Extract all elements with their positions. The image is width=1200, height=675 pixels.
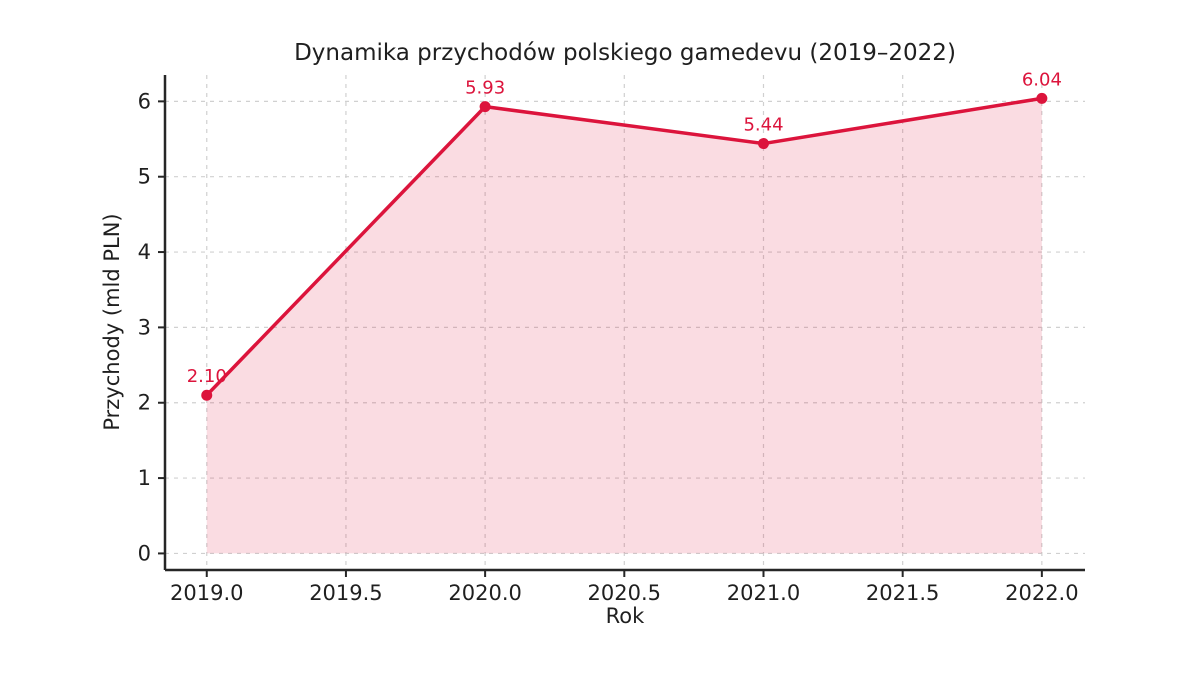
data-point [201, 389, 213, 401]
data-point [1036, 92, 1048, 104]
y-tick-label: 5 [138, 165, 151, 189]
y-tick-label: 6 [138, 89, 151, 113]
y-tick-label: 0 [138, 541, 151, 565]
x-tick-label: 2020.0 [448, 581, 521, 605]
data-point-label: 6.04 [1022, 69, 1062, 90]
area-fill [206, 98, 1042, 554]
data-point-label: 5.44 [743, 115, 783, 136]
x-axis-label: Rok [605, 604, 645, 628]
y-tick-label: 1 [138, 466, 151, 490]
x-tick-label: 2019.0 [170, 581, 243, 605]
data-point-label: 2.10 [187, 366, 227, 387]
x-tick-label: 2020.5 [588, 581, 661, 605]
data-point-label: 5.93 [465, 78, 505, 99]
x-tick-label: 2021.0 [727, 581, 800, 605]
x-tick-label: 2021.5 [866, 581, 939, 605]
x-tick-label: 2022.0 [1005, 581, 1078, 605]
y-tick-label: 3 [138, 315, 151, 339]
x-tick-label: 2019.5 [309, 581, 382, 605]
chart-title: Dynamika przychodów polskiego gamedevu (… [294, 40, 956, 66]
y-tick-label: 2 [138, 391, 151, 415]
data-point [479, 101, 491, 113]
data-point [757, 138, 769, 150]
y-tick-label: 4 [138, 240, 151, 264]
data-line [205, 96, 1044, 397]
